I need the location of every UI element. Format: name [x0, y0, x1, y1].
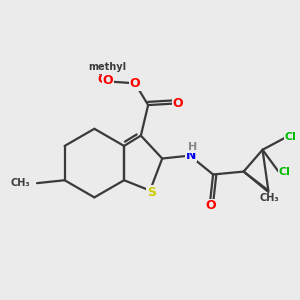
Text: O: O: [130, 77, 140, 90]
Text: H: H: [188, 142, 197, 152]
Text: methyl: methyl: [99, 74, 104, 75]
Text: Cl: Cl: [285, 132, 297, 142]
Text: Cl: Cl: [279, 167, 291, 178]
Text: O: O: [205, 200, 215, 212]
Text: O: O: [98, 73, 108, 86]
Text: CH₃: CH₃: [10, 178, 30, 188]
Text: O: O: [103, 74, 113, 87]
Text: S: S: [147, 185, 156, 199]
Text: CH₃: CH₃: [260, 193, 280, 203]
Text: methyl: methyl: [88, 62, 127, 72]
Text: O: O: [173, 97, 183, 110]
Text: N: N: [185, 148, 196, 161]
